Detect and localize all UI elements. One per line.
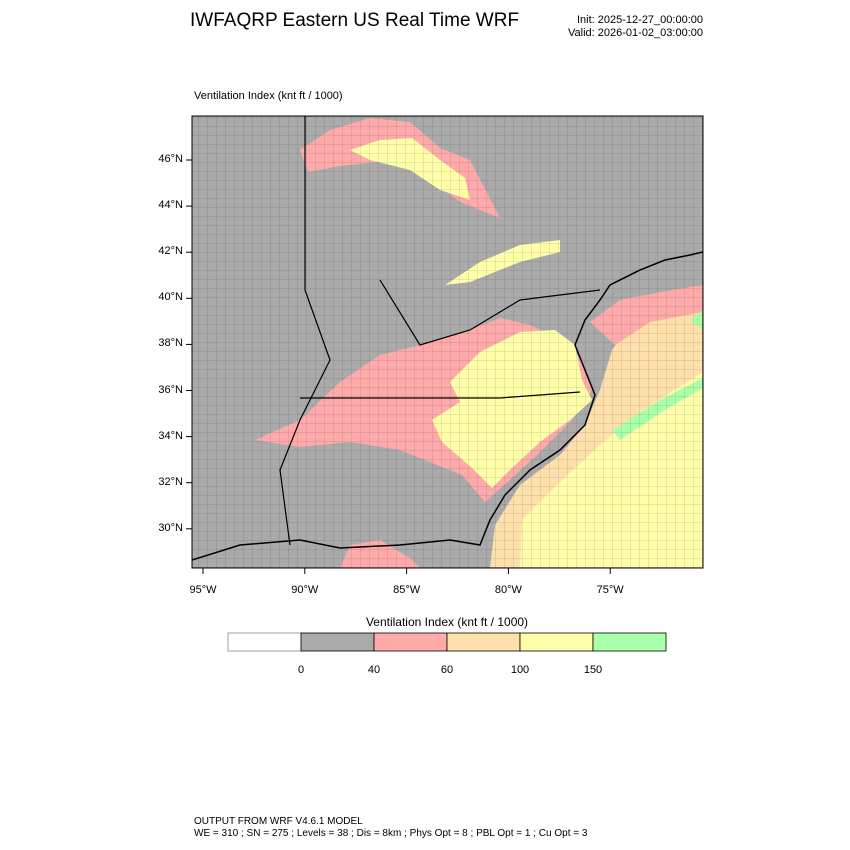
field-label: Ventilation Index (knt ft / 1000) xyxy=(194,90,343,102)
axis-ticks xyxy=(186,159,611,574)
colorbar-title: Ventilation Index (knt ft / 1000) xyxy=(365,615,529,629)
lon-tick-label: 80°W xyxy=(494,584,522,596)
colorbar-box xyxy=(227,632,302,652)
lon-tick-label: 95°W xyxy=(189,584,217,596)
valid-time: Valid: 2026-01-02_03:00:00 xyxy=(568,27,703,39)
time-info: Init: 2025-12-27_00:00:00 Valid: 2026-01… xyxy=(568,14,703,40)
footer-line-2: WE = 310 ; SN = 275 ; Levels = 38 ; Dis … xyxy=(194,828,588,839)
lat-tick-label: 34°N xyxy=(158,429,183,442)
lat-tick-label: 30°N xyxy=(158,521,183,534)
init-time: Init: 2025-12-27_00:00:00 xyxy=(577,14,703,26)
lat-tick-label: 44°N xyxy=(158,199,183,212)
colorbar-label: 0 xyxy=(297,664,305,676)
lat-tick-label: 46°N xyxy=(158,153,183,165)
lon-tick-label: 90°W xyxy=(291,584,319,596)
colorbar-label: 40 xyxy=(367,664,381,676)
state-border xyxy=(300,391,581,399)
colorbar-box xyxy=(300,632,375,652)
page-title: IWFAQRP Eastern US Real Time WRF xyxy=(190,10,520,31)
lat-tick-label: 38°N xyxy=(158,337,183,350)
lat-tick-label: 36°N xyxy=(158,383,183,396)
coastline xyxy=(192,251,703,561)
lon-tick-label: 85°W xyxy=(393,584,421,596)
state-border xyxy=(279,116,331,546)
lat-tick-label: 42°N xyxy=(158,245,183,258)
colorbar-box xyxy=(373,632,448,652)
colorbar-box xyxy=(519,632,594,652)
footer: OUTPUT FROM WRF V4.6.1 MODEL WE = 310 ; … xyxy=(194,816,587,840)
footer-line-1: OUTPUT FROM WRF V4.6.1 MODEL xyxy=(194,816,363,827)
lat-tick-label: 40°N xyxy=(158,291,183,304)
map-frame xyxy=(191,115,704,569)
colorbar-box xyxy=(446,632,521,652)
colorbar-label: 150 xyxy=(583,664,603,676)
colorbar-box xyxy=(592,632,667,652)
colorbar-label: 100 xyxy=(510,664,530,676)
lat-tick-label: 32°N xyxy=(158,475,183,488)
colorbar-label: 60 xyxy=(440,664,454,676)
lon-tick-label: 75°W xyxy=(596,584,624,596)
county-lines xyxy=(192,116,703,568)
state-border xyxy=(379,279,601,346)
